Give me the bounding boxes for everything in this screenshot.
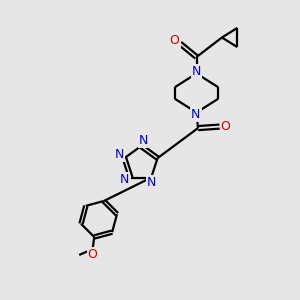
Text: N: N: [120, 172, 130, 186]
Text: N: N: [146, 176, 156, 190]
Text: N: N: [192, 65, 201, 78]
Text: N: N: [191, 108, 201, 121]
Text: O: O: [88, 248, 98, 262]
Text: N: N: [114, 148, 124, 161]
Text: O: O: [221, 119, 230, 133]
Text: O: O: [170, 34, 179, 47]
Text: N: N: [139, 134, 148, 147]
